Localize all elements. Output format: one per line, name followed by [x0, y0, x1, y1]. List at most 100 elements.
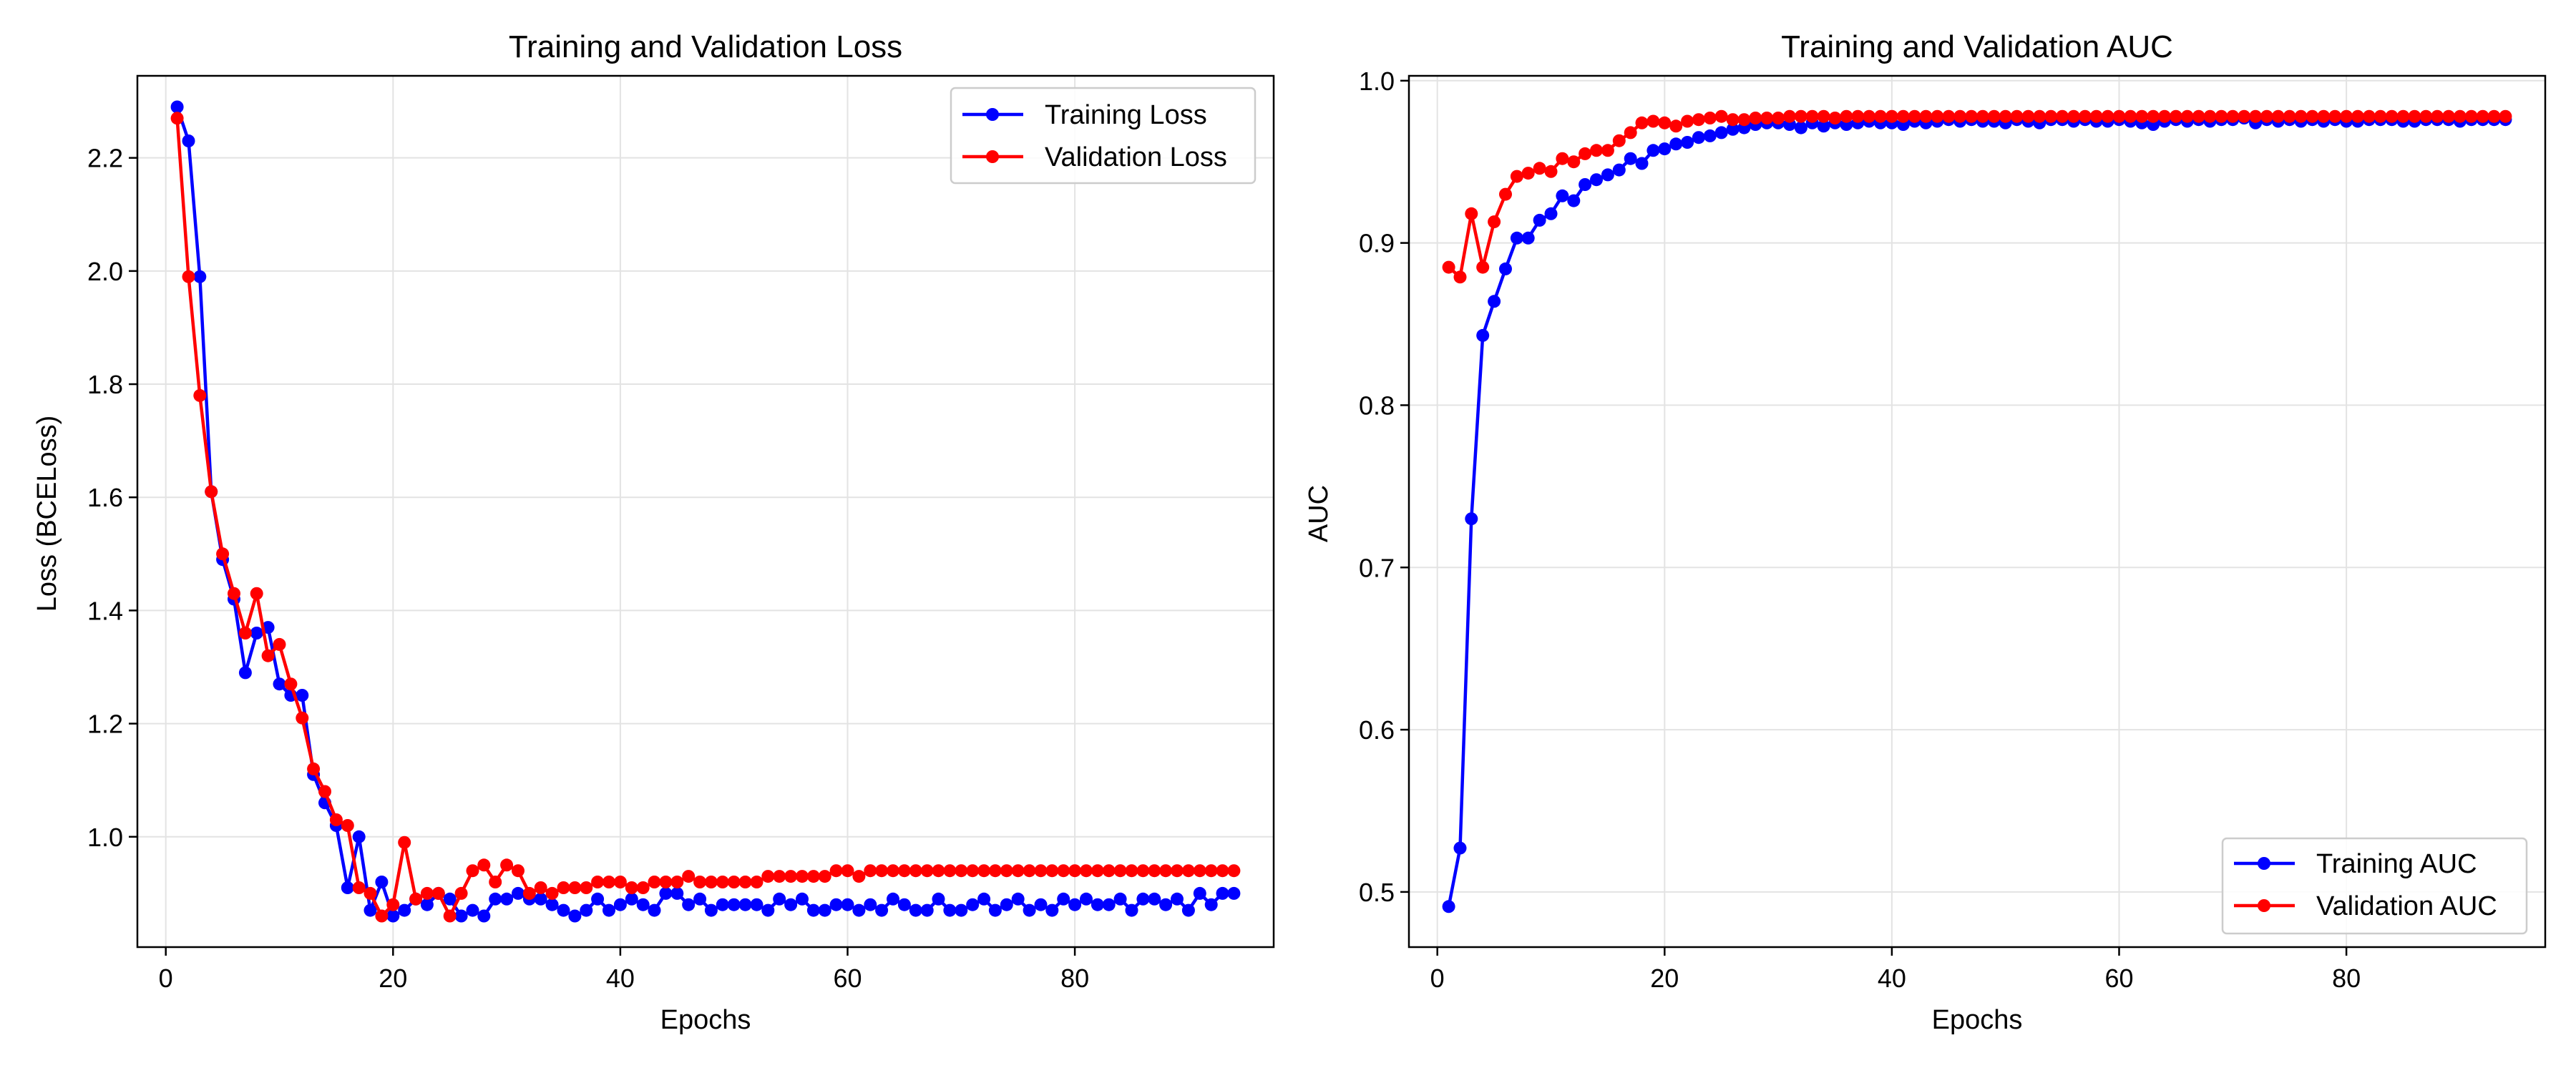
data-point — [1148, 892, 1161, 906]
data-point — [955, 864, 968, 878]
data-point — [1579, 178, 1592, 191]
data-point — [2408, 109, 2421, 123]
data-point — [386, 898, 400, 911]
data-point — [1510, 231, 1523, 245]
data-point — [1658, 142, 1672, 156]
data-point — [2499, 109, 2512, 123]
data-point — [2215, 109, 2228, 123]
y-tick-label: 0.8 — [1359, 391, 1395, 420]
data-point — [522, 886, 536, 900]
data-point — [557, 881, 570, 894]
data-point — [420, 898, 434, 911]
data-point — [238, 627, 252, 640]
data-point — [1521, 167, 1535, 180]
data-point — [431, 886, 445, 900]
data-point — [1488, 215, 1501, 229]
data-point — [2431, 109, 2444, 123]
data-point — [841, 864, 854, 878]
data-point — [545, 886, 559, 900]
data-point — [205, 485, 218, 499]
data-point — [1181, 903, 1195, 917]
plot-frame — [1407, 74, 2547, 949]
data-point — [2419, 109, 2433, 123]
data-point — [1113, 864, 1127, 878]
data-point — [2317, 109, 2331, 123]
data-point — [693, 892, 707, 906]
data-point — [454, 909, 468, 923]
data-point — [2362, 109, 2376, 123]
data-point — [966, 898, 980, 911]
data-point — [1760, 112, 1774, 124]
data-point — [920, 864, 934, 878]
data-point — [2271, 109, 2285, 123]
x-tick-label: 20 — [1650, 964, 1679, 993]
data-point — [2180, 109, 2194, 123]
y-tick-label: 0.6 — [1359, 715, 1395, 745]
legend-marker-validation-auc — [2258, 899, 2270, 912]
loss-chart-legend: Training Loss Validation Loss — [950, 87, 1257, 185]
data-point — [352, 881, 366, 894]
data-point — [1556, 152, 1569, 165]
y-tick-label: 1.4 — [87, 596, 123, 625]
data-point — [1749, 112, 1762, 124]
loss-chart-ylabel: Loss (BCELoss) — [32, 416, 62, 612]
data-point — [659, 886, 673, 900]
data-point — [1942, 109, 1956, 123]
data-point — [1601, 168, 1614, 182]
data-point — [1635, 157, 1649, 170]
data-point — [1874, 109, 1887, 123]
data-point — [773, 892, 786, 906]
data-point — [716, 876, 729, 888]
data-point — [704, 903, 718, 917]
x-tick-label: 80 — [2332, 964, 2361, 993]
data-point — [170, 100, 184, 114]
data-point — [284, 677, 298, 691]
data-point — [1635, 116, 1649, 129]
data-point — [1102, 864, 1116, 878]
data-point — [1987, 109, 2001, 123]
data-point — [750, 876, 763, 888]
data-point — [250, 587, 263, 600]
data-point — [1590, 173, 1603, 187]
data-point — [1579, 147, 1592, 160]
data-point — [2294, 109, 2308, 123]
data-point — [1193, 864, 1206, 878]
loss-chart: Training and Validation Loss Epochs Loss… — [32, 29, 1275, 1035]
data-point — [1726, 122, 1740, 136]
data-point — [932, 864, 945, 878]
data-point — [591, 892, 605, 906]
data-point — [296, 689, 309, 702]
data-point — [1817, 119, 1830, 133]
data-point — [796, 870, 809, 883]
data-point — [2328, 109, 2342, 123]
data-point — [943, 864, 957, 878]
data-point — [909, 864, 922, 878]
data-point — [1453, 841, 1467, 855]
data-point — [1171, 864, 1184, 878]
data-point — [977, 864, 991, 878]
data-point — [738, 876, 752, 888]
legend-label-training-loss: Training Loss — [1045, 100, 1207, 130]
data-point — [2260, 109, 2273, 123]
data-point — [738, 898, 752, 911]
data-point — [1567, 155, 1581, 169]
data-point — [2147, 109, 2160, 123]
grid — [1409, 76, 2545, 947]
data-point — [466, 903, 479, 917]
data-point — [1000, 898, 1013, 911]
data-point — [364, 903, 377, 917]
data-point — [1442, 260, 1455, 274]
data-point — [887, 892, 899, 906]
data-point — [1045, 903, 1059, 917]
data-point — [1885, 109, 1898, 123]
data-point — [1068, 898, 1082, 911]
data-point — [307, 762, 321, 775]
x-tick-label: 20 — [379, 964, 407, 993]
data-point — [1216, 886, 1229, 900]
data-point — [1544, 165, 1558, 178]
data-point — [1045, 864, 1059, 878]
data-point — [1023, 903, 1036, 917]
data-point — [897, 864, 911, 878]
data-point — [1034, 898, 1048, 911]
data-point — [534, 892, 547, 906]
